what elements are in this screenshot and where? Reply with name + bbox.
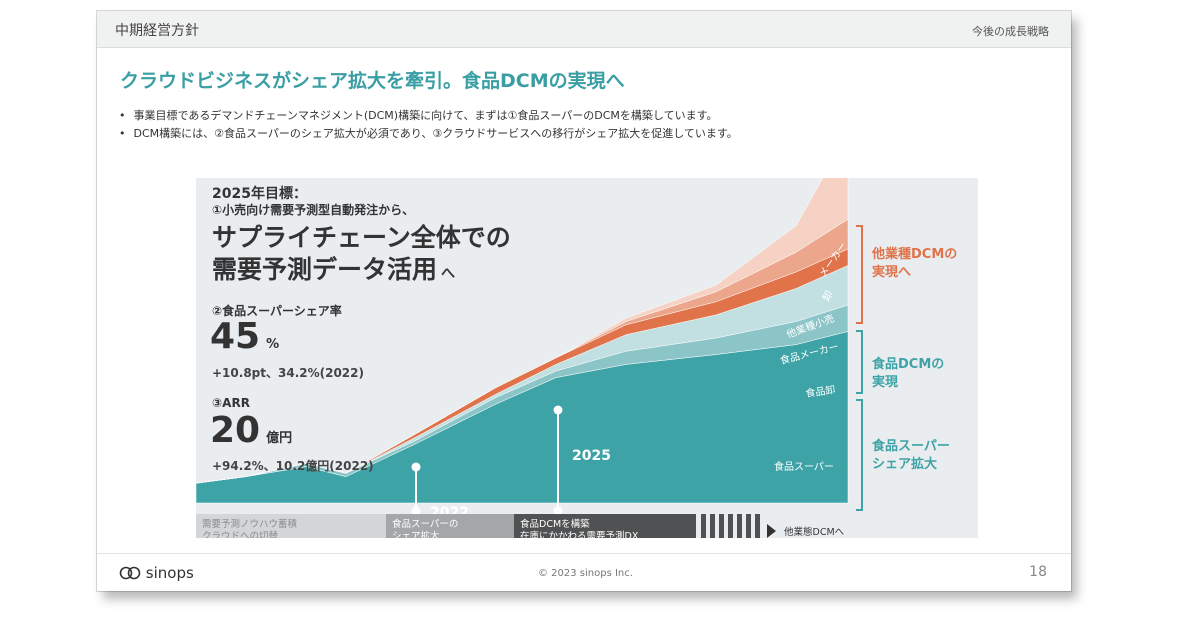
- phase-block-food-dcm: [514, 514, 696, 538]
- kpi-arr-unit: 億円: [266, 431, 293, 446]
- series-label-food-supermarket: 食品スーパー: [774, 460, 834, 473]
- phase-label-know-how: クラウドへの切替: [202, 530, 279, 538]
- bullet-item: 事業目標であるデマンドチェーンマネジメント(DCM)構築に向けて、まずは①食品ス…: [119, 107, 738, 125]
- bracket-food-dcm: [856, 330, 863, 394]
- marker-dot-bottom-2025: [553, 506, 563, 516]
- bullet-item: DCM構築には、②食品スーパーのシェア拡大が必須であり、③クラウドサービスへの移…: [119, 125, 738, 143]
- phase-stripe: [728, 514, 733, 538]
- phase-label-food-dcm: 食品DCMを構築: [520, 518, 590, 530]
- goal-item1-arrow: へ: [441, 266, 456, 282]
- phase-label-share-expansion: 食品スーパーの: [392, 518, 458, 530]
- footer-divider: [97, 553, 1071, 554]
- bracket-label-share-expansion: 食品スーパー: [872, 438, 950, 454]
- area-series-food-supermarket: [196, 331, 849, 504]
- kpi-arr-value: 20 億円: [210, 410, 292, 451]
- slide: 中期経営方針 今後の成長戦略 クラウドビジネスがシェア拡大を牽引。食品DCMの実…: [97, 11, 1071, 591]
- copyright: © 2023 sinops Inc.: [538, 568, 633, 579]
- phase-stripe: [737, 514, 742, 538]
- bracket-other-dcm: [856, 225, 863, 324]
- goal-block: 2025年目標： ①小売向け需要予測型自動発注から、 サプライチェーン全体での …: [212, 186, 511, 290]
- marker-dot-bottom-2022: [411, 506, 421, 516]
- kpi-arr-delta: +94.2%、10.2億円(2022): [212, 459, 374, 473]
- logo-text: sinops: [145, 564, 194, 582]
- header-section-title: 中期経営方針: [115, 23, 199, 39]
- sinops-logo-icon: [119, 566, 141, 580]
- kpi-share-unit: %: [266, 337, 280, 352]
- kpi-share-number: 45: [210, 316, 261, 357]
- kpi-share-label: ②食品スーパーシェア率: [212, 304, 342, 318]
- bracket-label-other-dcm: 実現へ: [872, 264, 911, 280]
- phase-stripe: [701, 514, 706, 538]
- phase-label-share-expansion: シェア拡大: [392, 530, 440, 538]
- phase-block-share-expansion: [386, 514, 514, 538]
- slide-title: クラウドビジネスがシェア拡大を牽引。食品DCMの実現へ: [120, 70, 625, 92]
- kpi-arr-label: ③ARR: [212, 396, 250, 410]
- phase-block-know-how: [196, 514, 386, 538]
- goal-item1-sub: ①小売向け需要予測型自動発注から、: [212, 203, 415, 217]
- chart-panel: 食品スーパー 食品卸 食品メーカー 他業種小売卸メーカー 2022 2025 他業種DCMの…: [196, 178, 978, 538]
- phase-label-know-how: 需要予測ノウハウ蓄積: [202, 518, 298, 530]
- company-logo: sinops: [119, 564, 194, 582]
- goal-item1-big: サプライチェーン全体での 需要予測データ活用へ: [212, 222, 511, 290]
- marker-dot-top-2022: [411, 462, 421, 472]
- phase-label-food-dcm: 在庫にかかわる需要予測DX: [520, 530, 639, 538]
- kpi-share-delta: +10.8pt、34.2%(2022): [212, 366, 364, 380]
- bracket-label-other-dcm: 他業種DCMの: [871, 246, 957, 262]
- bracket-share-expansion: [856, 399, 863, 511]
- growth-chart: 食品スーパー食品卸食品メーカー他業種小売卸メーカー20222025他業種DCMの…: [196, 178, 957, 538]
- bullet-list: 事業目標であるデマンドチェーンマネジメント(DCM)構築に向けて、まずは①食品ス…: [119, 107, 738, 143]
- phase-stripe: [719, 514, 724, 538]
- page-number: 18: [1029, 564, 1047, 580]
- bracket-label-food-dcm: 食品DCMの: [872, 356, 944, 372]
- bracket-label-food-dcm: 実現: [872, 374, 898, 390]
- goal-item1-line2: 需要予測データ活用: [212, 255, 438, 284]
- bracket-label-share-expansion: シェア拡大: [872, 456, 937, 472]
- area-series-other-maker: [196, 178, 849, 484]
- marker-dot-top-2025: [553, 405, 563, 415]
- kpi-arr-number: 20: [210, 410, 261, 451]
- slide-header: 中期経営方針 今後の成長戦略: [97, 11, 1071, 48]
- phase-stripe: [755, 514, 760, 538]
- phase-stripe: [746, 514, 751, 538]
- goal-heading: 2025年目標：: [212, 186, 307, 202]
- series-label-food-wholesale: 食品卸: [805, 383, 837, 400]
- marker-label-2025: 2025: [572, 448, 611, 464]
- kpi-share-value: 45%: [210, 316, 279, 357]
- phase-label-other-dcm: 他業態DCMへ: [784, 526, 845, 538]
- goal-item1-line1: サプライチェーン全体での: [212, 223, 511, 252]
- header-chapter-title: 今後の成長戦略: [972, 25, 1049, 38]
- phase-stripe: [710, 514, 715, 538]
- phase-arrow-icon: [767, 524, 776, 538]
